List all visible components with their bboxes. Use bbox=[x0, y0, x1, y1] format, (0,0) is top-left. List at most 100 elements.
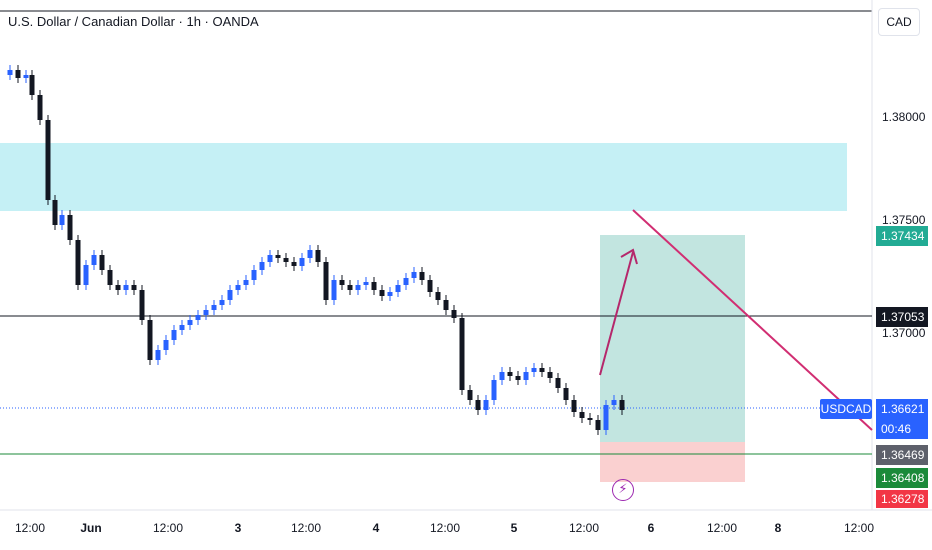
candle-body bbox=[459, 318, 465, 390]
candle-body bbox=[323, 262, 329, 300]
supply-zone[interactable] bbox=[0, 143, 847, 211]
candle-body bbox=[155, 350, 161, 360]
candle-body bbox=[435, 292, 441, 300]
candle-body bbox=[59, 215, 65, 225]
candle-body bbox=[299, 258, 305, 266]
candle-body bbox=[267, 255, 273, 262]
price-tick: 1.38000 bbox=[882, 110, 926, 124]
candle-body bbox=[475, 400, 481, 410]
candle-body bbox=[419, 272, 425, 280]
candle-body bbox=[227, 290, 233, 300]
candles bbox=[7, 65, 625, 435]
candle-body bbox=[427, 280, 433, 292]
candle-body bbox=[235, 285, 241, 290]
lightning-icon[interactable]: ⚡ bbox=[612, 479, 634, 501]
candle-body bbox=[347, 285, 353, 290]
candle-body bbox=[91, 255, 97, 265]
candle-body bbox=[45, 120, 51, 200]
candle-body bbox=[603, 405, 609, 430]
entry-price-tag: 1.36469 bbox=[876, 445, 928, 465]
candle-body bbox=[483, 400, 489, 410]
time-tick: 12:00 bbox=[706, 521, 738, 535]
candle-body bbox=[307, 250, 313, 258]
candle-body bbox=[355, 285, 361, 290]
currency-selector[interactable]: CAD bbox=[878, 8, 920, 36]
time-tick: 12:00 bbox=[843, 521, 875, 535]
candle-body bbox=[491, 380, 497, 400]
time-tick: 12:00 bbox=[568, 521, 600, 535]
candle-body bbox=[291, 262, 297, 266]
candle-body bbox=[507, 372, 513, 376]
candle-body bbox=[315, 250, 321, 262]
time-tick: 8 bbox=[774, 521, 782, 535]
bar-countdown: 00:46 bbox=[876, 419, 928, 439]
candle-body bbox=[7, 70, 13, 75]
candle-body bbox=[171, 330, 177, 340]
candle-body bbox=[107, 270, 113, 285]
time-tick: 12:00 bbox=[429, 521, 461, 535]
candle-body bbox=[363, 282, 369, 285]
candle-body bbox=[99, 255, 105, 270]
last-price-tag: 1.36621 bbox=[876, 399, 928, 419]
stop-zone[interactable] bbox=[600, 442, 745, 482]
candle-body bbox=[587, 418, 593, 420]
time-tick: 12:00 bbox=[152, 521, 184, 535]
candle-body bbox=[29, 75, 35, 95]
candle-body bbox=[411, 272, 417, 278]
candle-body bbox=[243, 280, 249, 285]
candle-body bbox=[15, 70, 21, 78]
candle-body bbox=[467, 390, 473, 400]
candle-body bbox=[67, 215, 73, 240]
support-price-tag: 1.36408 bbox=[876, 468, 928, 488]
candle-body bbox=[219, 300, 225, 305]
time-tick: 12:00 bbox=[290, 521, 322, 535]
candle-body bbox=[211, 305, 217, 310]
candle-body bbox=[251, 270, 257, 280]
candle-body bbox=[539, 368, 545, 372]
symbol-tag: USDCAD bbox=[820, 399, 872, 419]
bullish-arrow-head bbox=[620, 248, 638, 265]
candle-body bbox=[283, 258, 289, 262]
candle-body bbox=[531, 368, 537, 372]
level-price-tag: 1.37053 bbox=[876, 307, 928, 327]
time-tick: 3 bbox=[234, 521, 242, 535]
candle-body bbox=[499, 372, 505, 380]
stop-price-tag: 1.36278 bbox=[876, 490, 928, 508]
candle-body bbox=[579, 412, 585, 418]
bullish-arrow[interactable] bbox=[599, 251, 634, 376]
candle-body bbox=[395, 285, 401, 292]
candle-body bbox=[75, 240, 81, 285]
candle-body bbox=[515, 376, 521, 380]
candle-body bbox=[37, 95, 43, 120]
time-tick: 12:00 bbox=[14, 521, 46, 535]
candle-body bbox=[275, 255, 281, 258]
candle-body bbox=[371, 282, 377, 290]
candle-body bbox=[611, 400, 617, 405]
bearish-trend-line[interactable] bbox=[632, 209, 873, 431]
candle-body bbox=[563, 388, 569, 400]
candle-body bbox=[619, 400, 625, 410]
candle-body bbox=[203, 310, 209, 315]
candle-body bbox=[115, 285, 121, 290]
candle-body bbox=[571, 400, 577, 412]
candle-body bbox=[123, 285, 129, 290]
candle-body bbox=[387, 292, 393, 296]
candle-body bbox=[547, 372, 553, 378]
candle-body bbox=[139, 290, 145, 320]
candle-body bbox=[187, 320, 193, 325]
candle-body bbox=[443, 300, 449, 310]
candle-body bbox=[179, 325, 185, 330]
candle-body bbox=[523, 372, 529, 380]
candle-body bbox=[83, 265, 89, 285]
candle-body bbox=[147, 320, 153, 360]
candle-body bbox=[451, 310, 457, 318]
candle-body bbox=[195, 315, 201, 320]
price-tick: 1.37000 bbox=[882, 326, 926, 340]
time-tick: 5 bbox=[510, 521, 518, 535]
candle-body bbox=[52, 200, 58, 225]
time-tick: Jun bbox=[80, 521, 102, 535]
candle-body bbox=[379, 290, 385, 296]
price-tick: 1.37500 bbox=[882, 213, 926, 227]
target-price-tag: 1.37434 bbox=[876, 226, 928, 246]
